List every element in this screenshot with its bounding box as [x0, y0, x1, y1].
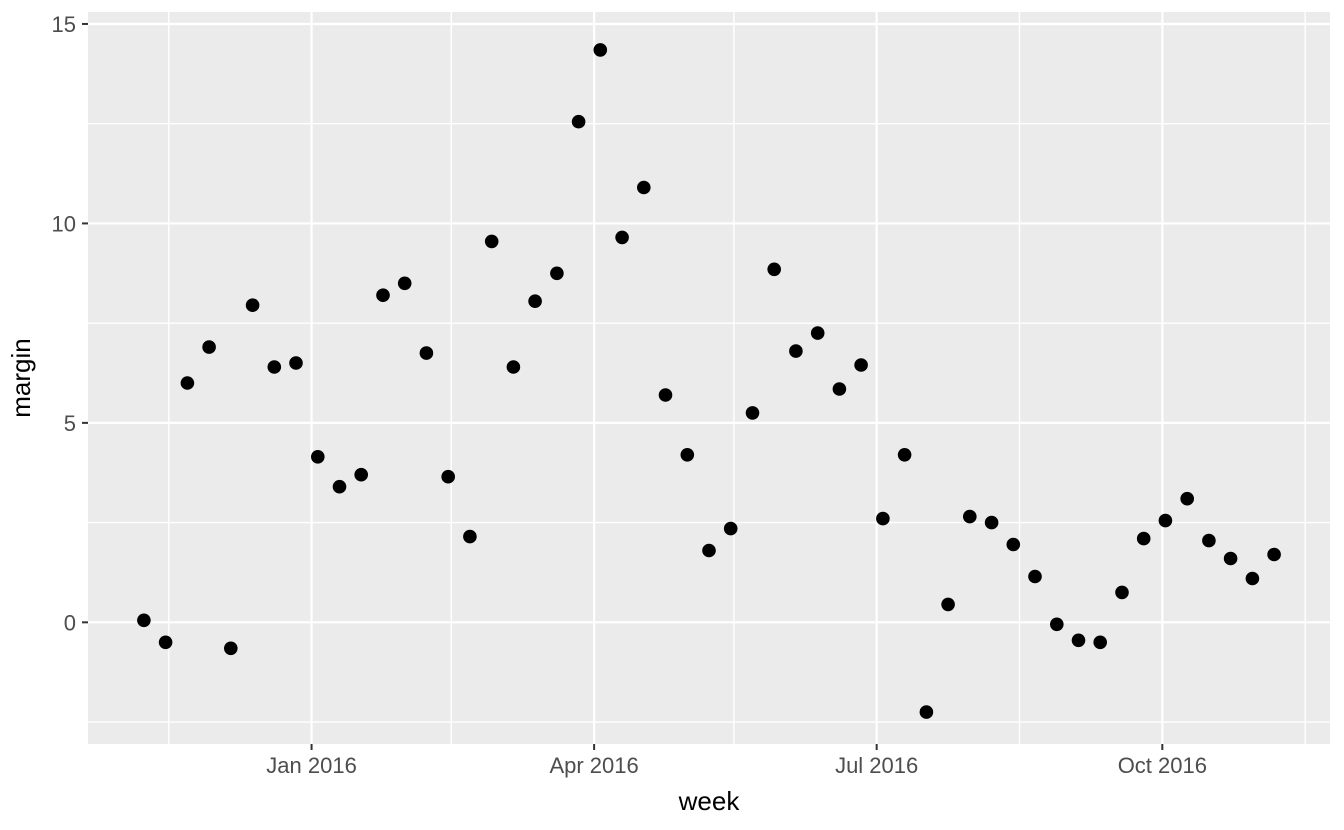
- data-point: [1028, 569, 1042, 584]
- data-point: [897, 448, 912, 462]
- y-axis-title: margin: [6, 338, 36, 418]
- data-point: [180, 376, 195, 390]
- x-tick-label: Apr 2016: [549, 753, 638, 778]
- data-point: [876, 511, 890, 526]
- data-point: [354, 467, 369, 482]
- data-point: [1071, 633, 1086, 648]
- data-point: [615, 230, 629, 245]
- data-point: [832, 382, 847, 396]
- data-point: [789, 344, 803, 358]
- data-point: [484, 234, 499, 249]
- data-point: [680, 448, 695, 462]
- data-point: [723, 521, 738, 536]
- data-point: [441, 469, 456, 484]
- data-point: [1180, 491, 1194, 506]
- plot-panel-background: [88, 12, 1330, 744]
- data-point: [593, 43, 608, 57]
- data-point: [245, 298, 260, 313]
- data-point: [137, 613, 151, 628]
- data-point: [419, 346, 434, 360]
- data-point: [745, 406, 760, 420]
- data-point: [963, 509, 977, 524]
- x-tick-label: Jul 2016: [835, 753, 918, 778]
- data-point: [397, 276, 412, 291]
- data-point: [1158, 513, 1173, 528]
- minor-gridlines: [88, 12, 1330, 744]
- y-tick-label: 15: [52, 12, 76, 37]
- y-tick-label: 0: [64, 610, 76, 635]
- x-tick-label: Oct 2016: [1118, 753, 1207, 778]
- y-tick-labels: 0 5 10 15: [52, 12, 76, 635]
- data-point: [1093, 635, 1107, 650]
- x-axis-title: week: [678, 786, 740, 816]
- data-point: [1050, 617, 1064, 632]
- data-point: [1115, 585, 1129, 600]
- data-points: [137, 43, 1281, 719]
- y-tick-label: 5: [64, 411, 76, 436]
- data-point: [637, 180, 651, 195]
- data-point: [506, 360, 521, 374]
- data-point: [919, 705, 934, 719]
- major-gridlines: [88, 12, 1330, 744]
- data-point: [332, 479, 347, 494]
- data-point: [984, 515, 999, 530]
- data-point: [267, 360, 282, 374]
- data-point: [376, 288, 390, 303]
- data-point: [463, 529, 477, 544]
- data-point: [224, 641, 238, 656]
- data-point: [528, 294, 542, 309]
- data-point: [550, 266, 564, 281]
- data-point: [1136, 531, 1151, 546]
- data-point: [810, 326, 825, 340]
- data-point: [702, 543, 716, 558]
- data-point: [1245, 571, 1260, 586]
- x-tick-labels: Jan 2016 Apr 2016 Jul 2016 Oct 2016: [266, 753, 1207, 778]
- data-point: [1006, 537, 1021, 552]
- data-point: [1267, 547, 1281, 562]
- tick-marks: [82, 22, 1164, 750]
- data-point: [158, 635, 173, 650]
- data-point: [571, 114, 586, 129]
- data-point: [202, 340, 216, 354]
- data-point: [767, 262, 781, 277]
- data-point: [1202, 533, 1216, 548]
- data-point: [658, 388, 673, 402]
- data-point: [854, 358, 868, 372]
- x-tick-label: Jan 2016: [266, 753, 357, 778]
- data-point: [289, 356, 303, 370]
- data-point: [1223, 551, 1238, 566]
- y-tick-label: 10: [52, 211, 76, 236]
- data-point: [941, 597, 955, 612]
- data-point: [311, 450, 325, 464]
